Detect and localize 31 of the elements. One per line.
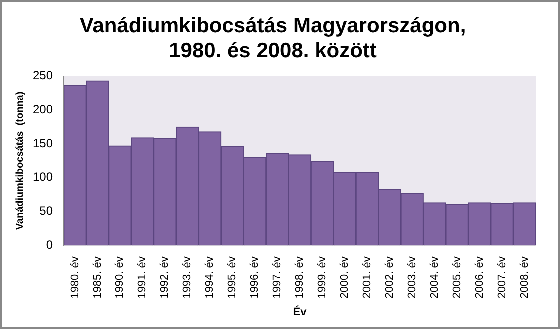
y-tick-label: 250 (32, 68, 54, 83)
x-tick-label: 2002. év (384, 256, 396, 299)
x-tick-label: 1993. év (182, 256, 194, 299)
y-tick-label: 150 (32, 136, 54, 150)
x-tick-label: 1995. év (226, 256, 239, 299)
x-tick-label: 2000. év (338, 256, 351, 299)
y-tick-label: 50 (40, 204, 54, 218)
x-tick-label: 1980. év (69, 256, 82, 299)
x-tick-label: 1991. év (136, 256, 149, 299)
x-tick-label: 2001. év (361, 256, 374, 299)
x-tick-label: 2007. év (496, 256, 508, 299)
y-tick-label: 100 (32, 170, 54, 184)
x-tick-label: 2005. év (451, 256, 464, 299)
x-tick-label: 1999. év (316, 256, 329, 299)
x-tick-label: 1997. év (272, 256, 284, 299)
x-tick-label: 1985. év (92, 256, 104, 299)
x-tick-label: 2004. év (428, 256, 441, 299)
x-tick-label: 1992. év (159, 256, 172, 299)
x-axis-title: Év (293, 305, 308, 318)
x-tick-label: 2006. év (474, 256, 486, 299)
text: 1980. és 2008. között (169, 40, 377, 63)
x-tick-label: 2008. év (518, 256, 531, 299)
x-tick-label: 1996. év (249, 256, 262, 299)
y-tick-label: 200 (32, 102, 54, 117)
x-tick-label: 2003. év (406, 256, 418, 299)
x-tick-label: 1990. év (114, 256, 126, 299)
y-tick-label: 0 (46, 238, 54, 252)
y-axis-title: Vanádiumkibocsátás (tonna) (14, 92, 26, 230)
x-tick-label: 1994. év (204, 256, 216, 299)
text: Vanádiumkibocsátás Magyarországon, (80, 14, 466, 38)
x-tick-label: 1998. év (294, 256, 306, 299)
